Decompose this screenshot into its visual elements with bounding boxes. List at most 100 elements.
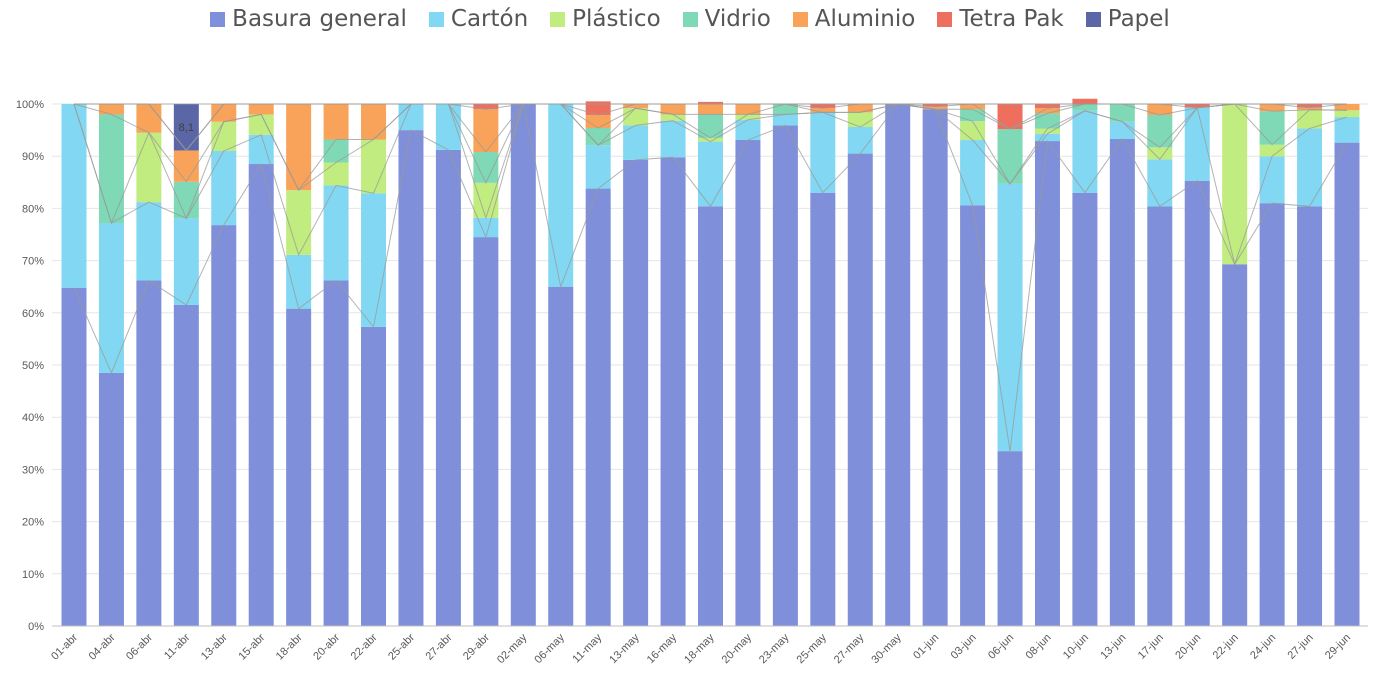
bar-segment-carton — [473, 217, 499, 238]
bar-segment-vidrio — [585, 128, 611, 146]
legend-swatch — [550, 11, 566, 27]
legend-item-vidrio: Vidrio — [682, 6, 771, 32]
bar-segment-aluminio — [922, 106, 948, 110]
bar-segment-carton — [548, 104, 574, 287]
x-tick-label: 11-may — [570, 631, 604, 665]
bar-segment-vidrio — [997, 129, 1023, 184]
bar-segment-plastico — [660, 114, 686, 121]
y-tick-label: 0% — [28, 621, 44, 633]
series-line-basura-general — [73, 103, 1348, 452]
legend: Basura general Cartón Plástico Vidrio Alumin… — [0, 6, 1380, 32]
bar-segment-plastico — [847, 112, 873, 127]
bar-segment-carton — [61, 104, 87, 288]
y-tick-label: 10% — [22, 569, 44, 581]
bar-segment-basura-general — [548, 286, 574, 626]
x-tick-label: 27-may — [832, 631, 867, 666]
bar-segment-aluminio — [173, 150, 199, 182]
x-tick-label: 29-abr — [461, 631, 492, 662]
bar-segment-vidrio — [98, 114, 124, 224]
bar-segment-plastico — [473, 182, 499, 218]
bar-segment-plastico — [286, 190, 312, 255]
bar-segment-basura-general — [997, 451, 1023, 626]
x-tick-label: 10-jun — [1061, 632, 1091, 662]
bar-segment-carton — [1034, 133, 1060, 142]
x-tick-label: 22-abr — [349, 631, 380, 662]
bar-segment-vidrio — [323, 139, 349, 163]
bar-segment-basura-general — [735, 140, 761, 626]
x-tick-label: 30-may — [869, 631, 904, 666]
y-tick-label: 100% — [16, 99, 44, 111]
bar-segment-plastico — [698, 137, 723, 142]
legend-label: Tetra Pak — [959, 6, 1064, 32]
x-tick-label: 18-abr — [274, 631, 305, 662]
bar-segment-carton — [286, 254, 312, 309]
bar-segment-tetra-pak — [810, 104, 836, 109]
bar-segment-carton — [211, 150, 237, 226]
bar-segment-aluminio — [248, 104, 274, 115]
x-tick-label: 13-abr — [199, 631, 230, 662]
legend-item-plastico: Plástico — [550, 6, 661, 32]
bar-segment-vidrio — [473, 152, 499, 183]
bar-segment-vidrio — [772, 104, 798, 115]
bar-segment-carton — [98, 223, 124, 373]
bar-segment-carton — [1259, 156, 1285, 204]
bar-segment-carton — [772, 114, 798, 126]
x-tick-label: 24-jun — [1248, 632, 1278, 662]
series-lines — [73, 103, 1348, 452]
x-tick-label: 25-abr — [386, 631, 417, 662]
series-line-carton — [73, 103, 1348, 267]
data-label: 8,1 — [179, 122, 194, 134]
bar-segment-basura-general — [660, 157, 686, 626]
bar-segment-basura-general — [922, 109, 948, 627]
bar-segment-carton — [585, 145, 611, 189]
bar-segment-tetra-pak — [922, 104, 948, 107]
x-tick-label: 01-abr — [49, 631, 80, 662]
bar-segment-carton — [847, 126, 873, 154]
bar-segment-basura-general — [1072, 192, 1098, 627]
x-tick-label: 13-may — [607, 631, 642, 666]
bar-segment-carton — [698, 141, 723, 207]
bar-segment-plastico — [1334, 110, 1360, 118]
y-tick-label: 80% — [22, 203, 44, 215]
bar-segment-basura-general — [623, 159, 649, 626]
bar-segment-plastico — [623, 108, 649, 126]
bar-segment-vidrio — [698, 114, 723, 138]
bar-segment-plastico — [1147, 147, 1173, 160]
bar-segment-carton — [1297, 128, 1323, 207]
bar-segment-vidrio — [960, 109, 986, 122]
bar-segment-aluminio — [585, 114, 611, 129]
bar-segment-plastico — [1259, 144, 1285, 157]
bar-segment-carton — [623, 125, 649, 160]
bar-segment-aluminio — [960, 104, 986, 110]
bars — [61, 98, 1360, 627]
x-tick-label: 04-abr — [87, 631, 118, 662]
data-labels: 8,1 — [179, 122, 194, 134]
bar-segment-carton — [735, 119, 761, 141]
bar-segment-basura-general — [98, 372, 124, 626]
y-tick-label: 20% — [22, 517, 44, 529]
bar-segment-aluminio — [1147, 104, 1173, 115]
legend-item-carton: Cartón — [428, 6, 528, 32]
bar-segment-basura-general — [361, 326, 387, 626]
bar-segment-vidrio — [1147, 114, 1173, 148]
legend-item-papel: Papel — [1085, 6, 1170, 32]
bar-segment-plastico — [1297, 109, 1323, 129]
bar-segment-aluminio — [810, 108, 836, 113]
bar-segment-plastico — [136, 132, 162, 203]
bar-segment-aluminio — [698, 104, 723, 115]
x-tick-label: 13-jun — [1098, 632, 1128, 662]
bar-segment-tetra-pak — [698, 101, 723, 104]
legend-label: Basura general — [232, 6, 407, 32]
bar-segment-basura-general — [847, 153, 873, 626]
bar-segment-basura-general — [772, 125, 798, 626]
x-tick-label: 06-abr — [124, 631, 155, 662]
bar-segment-aluminio — [847, 104, 873, 113]
bar-segment-tetra-pak — [1034, 104, 1060, 109]
x-tick-label: 20-abr — [311, 631, 342, 662]
bar-segment-basura-general — [398, 130, 424, 626]
x-tick-label: 17-jun — [1136, 632, 1166, 662]
x-tick-label: 22-jun — [1211, 632, 1241, 662]
bar-segment-plastico — [960, 121, 986, 141]
